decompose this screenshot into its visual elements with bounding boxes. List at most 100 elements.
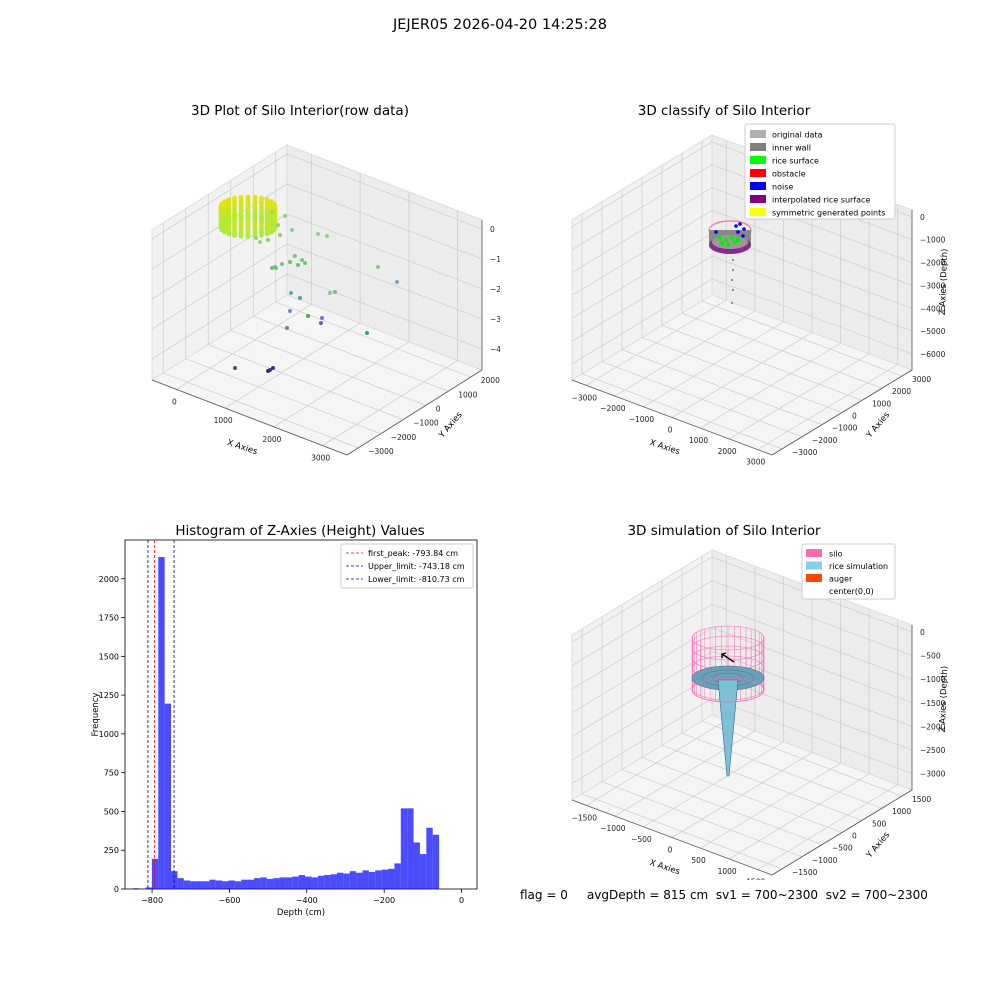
- silo-point: [245, 216, 251, 221]
- x-tick-label: 1500: [746, 878, 765, 880]
- data-point: [306, 314, 310, 318]
- z-grid-line: [571, 556, 713, 643]
- legend-swatch: [750, 143, 766, 151]
- y-tick-label: 1000: [458, 390, 477, 399]
- y-tick-label: −1000: [812, 856, 838, 865]
- x-tick-label: 1000: [718, 867, 737, 876]
- x-grid-line: [273, 341, 410, 428]
- silo-point: [226, 231, 232, 237]
- legend-swatch: [806, 561, 822, 570]
- z-grid-line: [151, 153, 288, 240]
- z-tick-label: −2000: [920, 259, 946, 268]
- y-grid-line: [681, 732, 883, 809]
- legend-label: auger: [829, 575, 853, 584]
- histogram-bar: [432, 834, 440, 889]
- legend-label: center(0,0): [829, 587, 874, 596]
- y-tick-label: −1000: [832, 424, 858, 433]
- data-point: [303, 261, 307, 265]
- silo-point: [232, 232, 237, 238]
- z-tick-label: −1000: [490, 255, 500, 264]
- histogram-bar: [132, 888, 140, 889]
- z-grid-line: [571, 141, 713, 228]
- y-grid-line: [163, 372, 359, 449]
- silo-point: [268, 229, 274, 235]
- simulation-plot-title: 3D simulation of Silo Interior: [627, 523, 821, 539]
- z-grid-line: [571, 674, 713, 761]
- y-grid-line: [601, 781, 803, 858]
- data-point: [283, 214, 287, 218]
- legend-label: noise: [772, 183, 793, 192]
- y-tick-label: −3000: [792, 448, 818, 457]
- histogram-bar: [381, 869, 389, 889]
- y-tick-label: 0: [436, 404, 441, 413]
- y-grid-line: [208, 344, 404, 420]
- histogram-bar: [285, 877, 293, 889]
- noise-point: [714, 230, 718, 234]
- y-grid-line: [581, 793, 783, 870]
- y-tick-label: 500: [872, 819, 887, 828]
- z-grid-line: [711, 627, 913, 704]
- sv2-value: sv2 = 700~2300: [825, 888, 928, 902]
- y-axis-label: Y Axies: [864, 830, 892, 861]
- y-tick-label: 750: [104, 769, 119, 778]
- z-tick-label: −1000: [920, 675, 946, 684]
- x-tick-label: −400: [296, 896, 318, 905]
- data-point: [280, 262, 284, 266]
- y-axis-label: Y Axies: [864, 410, 892, 441]
- silo-point: [259, 217, 264, 223]
- silo-point: [232, 217, 237, 223]
- y-tick-label: −3000: [368, 447, 394, 456]
- data-point: [278, 233, 282, 237]
- z-grid-line: [571, 627, 713, 714]
- z-grid-line: [711, 278, 913, 355]
- histogram-bar: [336, 872, 344, 889]
- x-tick-label: 0: [459, 896, 464, 905]
- x-axis-line: [151, 379, 348, 456]
- x-tick-label: −1000: [600, 824, 626, 833]
- y-tick-label: 2000: [892, 387, 911, 396]
- legend-label: original data: [772, 131, 823, 140]
- histogram-bar: [215, 880, 223, 889]
- histogram-bar: [298, 875, 306, 889]
- legend-label: interpolated rice surface: [772, 196, 870, 205]
- legend-swatch: [750, 208, 766, 216]
- data-point: [298, 296, 302, 300]
- x-tick-label: 2000: [718, 447, 737, 456]
- x-tick-label: 1000: [689, 436, 708, 445]
- data-point: [319, 321, 323, 325]
- rice-surface-point: [732, 239, 738, 245]
- x-tick-label: −2000: [600, 404, 626, 413]
- legend-label: inner wall: [772, 144, 811, 153]
- noise-trail-point: [732, 289, 734, 291]
- z-grid-line: [151, 243, 288, 330]
- x-tick-label: 500: [691, 856, 706, 865]
- y-tick-label: 0: [852, 832, 857, 841]
- z-tick-label: −6000: [920, 350, 946, 359]
- histogram-bar: [158, 557, 165, 889]
- histogram-bar: [375, 870, 382, 889]
- z-axis-label: Z Axies (Depth): [938, 666, 950, 733]
- y-grid-line: [661, 744, 863, 821]
- rice-surface-point: [723, 237, 729, 243]
- silo-point: [259, 232, 264, 238]
- histogram-bar: [426, 827, 433, 889]
- x-tick-label: 3000: [746, 458, 765, 467]
- z-tick-label: −1000: [920, 236, 946, 245]
- y-tick-label: 3000: [912, 375, 931, 384]
- z-grid-line: [286, 153, 483, 230]
- z-tick-label: −4000: [920, 304, 946, 313]
- z-grid-line: [711, 698, 913, 774]
- sv1-value: sv1 = 700~2300: [715, 888, 819, 902]
- y-grid-line: [601, 361, 803, 438]
- z-tick-label: −2500: [920, 746, 946, 755]
- silo-point: [245, 234, 251, 239]
- data-point: [266, 369, 270, 373]
- z-grid-line: [571, 187, 713, 273]
- y-axis-line: [346, 369, 483, 456]
- noise-point: [736, 230, 740, 234]
- histogram-bar: [260, 877, 267, 889]
- data-point: [316, 232, 320, 236]
- y-grid-line: [185, 358, 381, 435]
- silo-point: [222, 220, 228, 226]
- x-tick-label: 0: [668, 426, 673, 435]
